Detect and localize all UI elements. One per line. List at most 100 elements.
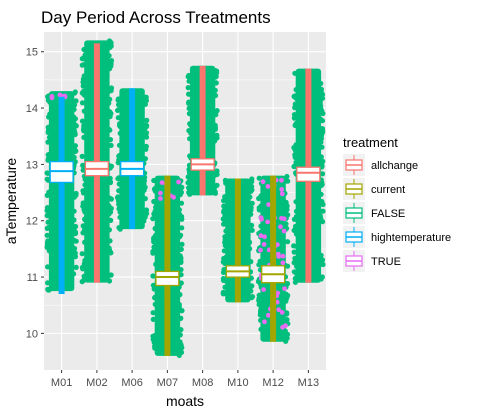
data-point bbox=[116, 122, 123, 129]
data-point bbox=[186, 173, 192, 179]
data-point bbox=[320, 127, 326, 133]
data-point bbox=[117, 188, 123, 194]
data-point bbox=[142, 94, 149, 100]
data-point bbox=[115, 160, 121, 166]
data-point bbox=[320, 201, 326, 208]
data-point bbox=[223, 180, 229, 186]
data-point bbox=[47, 111, 53, 117]
data-point bbox=[46, 248, 52, 254]
data-point bbox=[256, 207, 262, 213]
data-point bbox=[221, 248, 227, 254]
data-point bbox=[81, 46, 87, 53]
data-point bbox=[318, 191, 324, 197]
data-point bbox=[45, 287, 51, 293]
data-point bbox=[79, 251, 85, 257]
data-point bbox=[80, 223, 86, 229]
data-point bbox=[177, 188, 184, 194]
x-tick-label: M02 bbox=[86, 377, 107, 389]
data-point bbox=[151, 177, 157, 184]
data-point bbox=[318, 103, 324, 109]
data-point bbox=[223, 228, 229, 234]
data-point bbox=[319, 144, 325, 150]
data-point bbox=[71, 271, 77, 277]
x-axis: M01 M02 M06 M07 M08 M10 M12 M13 bbox=[51, 370, 319, 389]
data-point bbox=[107, 127, 113, 133]
data-point bbox=[293, 271, 300, 277]
data-point bbox=[79, 100, 86, 106]
y-axis-title: aTemperature bbox=[3, 158, 19, 245]
data-point bbox=[107, 238, 113, 244]
data-point bbox=[188, 122, 194, 128]
data-point bbox=[212, 190, 218, 196]
data-point bbox=[247, 246, 253, 252]
legend-entry-hightemperature: hightemperature bbox=[343, 226, 451, 248]
data-point bbox=[248, 211, 254, 217]
data-point bbox=[45, 239, 52, 245]
data-point bbox=[116, 102, 122, 108]
data-point bbox=[107, 179, 113, 185]
data-point bbox=[151, 239, 157, 245]
data-point bbox=[177, 332, 183, 338]
data-point bbox=[249, 295, 255, 301]
data-point bbox=[265, 312, 271, 318]
data-point bbox=[49, 95, 55, 101]
data-point bbox=[116, 142, 123, 148]
data-point bbox=[45, 264, 51, 270]
x-tick-label: M13 bbox=[298, 377, 319, 389]
data-point bbox=[108, 142, 114, 148]
data-point bbox=[152, 286, 158, 292]
data-point bbox=[261, 242, 267, 247]
data-point bbox=[143, 146, 149, 152]
data-point bbox=[72, 230, 79, 237]
data-point bbox=[117, 226, 123, 232]
data-point bbox=[283, 323, 288, 329]
legend-label: hightemperature bbox=[371, 232, 451, 244]
data-point bbox=[72, 131, 78, 138]
data-point bbox=[141, 178, 147, 184]
y-tick-label: 13 bbox=[26, 159, 38, 171]
data-point bbox=[179, 216, 185, 222]
data-point bbox=[248, 207, 254, 213]
data-point bbox=[150, 336, 156, 342]
data-point bbox=[108, 196, 114, 202]
treatment-points bbox=[234, 178, 241, 303]
data-point bbox=[279, 191, 285, 197]
data-point bbox=[71, 237, 77, 243]
data-point bbox=[108, 40, 114, 46]
legend-label: current bbox=[371, 184, 405, 196]
data-point bbox=[265, 219, 270, 225]
data-point bbox=[223, 240, 229, 246]
data-point bbox=[151, 198, 157, 205]
data-point bbox=[178, 327, 184, 333]
box-body bbox=[155, 270, 180, 287]
data-point bbox=[72, 250, 78, 256]
y-tick-label: 14 bbox=[26, 103, 38, 115]
box-M01 bbox=[49, 96, 74, 294]
data-point bbox=[150, 250, 156, 256]
data-point bbox=[214, 108, 220, 114]
data-point bbox=[318, 80, 324, 87]
data-point bbox=[116, 153, 122, 159]
data-point bbox=[44, 170, 50, 176]
data-point bbox=[249, 179, 255, 185]
box-M12 bbox=[261, 175, 286, 342]
y-tick-label: 10 bbox=[26, 328, 38, 340]
data-point bbox=[72, 159, 78, 165]
data-point bbox=[186, 185, 192, 191]
data-point bbox=[71, 106, 77, 112]
data-point bbox=[177, 339, 183, 345]
data-point bbox=[107, 137, 114, 143]
data-point bbox=[293, 101, 299, 107]
data-point bbox=[79, 153, 85, 159]
data-point bbox=[176, 211, 182, 217]
x-axis-title: moats bbox=[166, 393, 204, 409]
data-point bbox=[178, 246, 184, 252]
data-point bbox=[46, 134, 53, 140]
data-point bbox=[177, 255, 183, 261]
data-point bbox=[248, 275, 254, 281]
data-point bbox=[261, 287, 266, 292]
data-point bbox=[179, 225, 185, 231]
data-point bbox=[152, 343, 158, 349]
data-point bbox=[279, 187, 285, 192]
data-point bbox=[152, 225, 158, 232]
